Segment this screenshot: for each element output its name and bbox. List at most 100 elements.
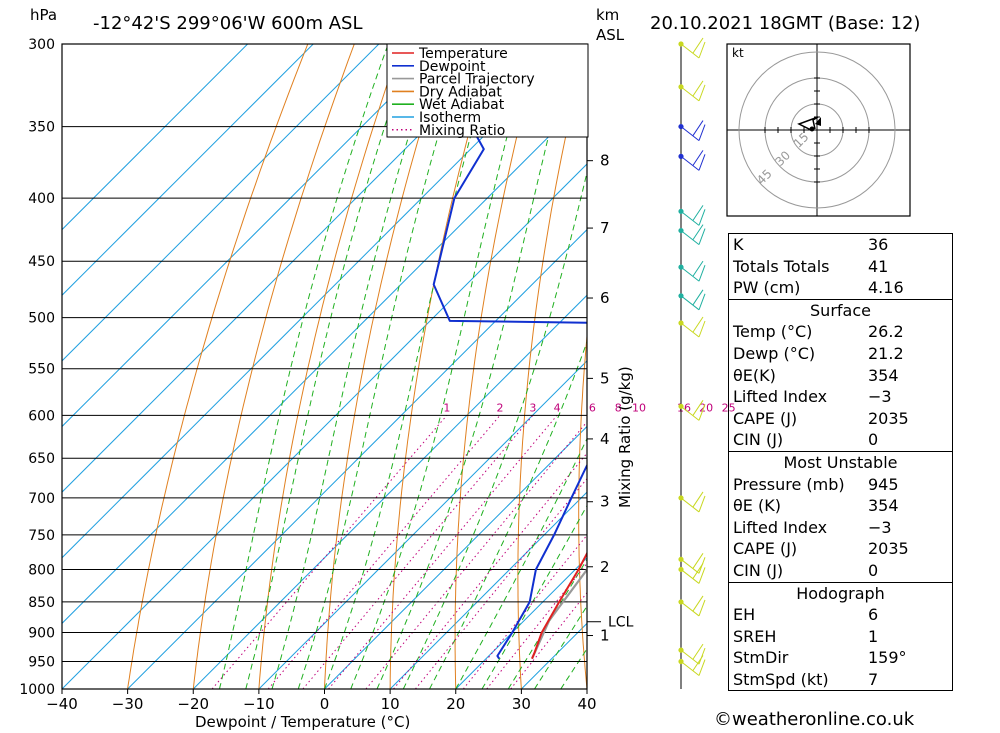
dry-adiabat-line <box>258 44 402 689</box>
wind-barb-flag <box>692 655 704 671</box>
isotherm-line <box>62 44 511 493</box>
isotherm-line <box>62 44 314 296</box>
wind-barb-flag <box>698 84 706 102</box>
index-value: 6 <box>868 605 879 625</box>
mixing-ratio-labels: 1 2 3 4 6 8 10 16 20 25 <box>443 401 735 414</box>
x-tick-label: 20 <box>446 695 465 713</box>
datetime-title: 20.10.2021 18GMT (Base: 12) <box>650 13 920 34</box>
index-label: EH <box>733 605 756 625</box>
index-row: Totals Totals 41 <box>729 256 952 278</box>
isotherm-line <box>389 491 587 689</box>
wind-barb-flag <box>692 80 704 97</box>
wind-barb-flag <box>698 154 706 171</box>
isotherm-line <box>127 228 587 689</box>
index-value: 1 <box>868 626 879 646</box>
mixing-ratio-label: 4 <box>554 401 561 414</box>
wind-barb-flag <box>692 491 704 508</box>
index-value: 2035 <box>868 539 909 559</box>
index-value: 0 <box>868 430 879 450</box>
wind-barb-flag <box>698 209 706 226</box>
wind-barb-flag <box>698 599 706 617</box>
hodograph-indices: Hodograph EH 6 SREH 1 StmDir 159° StmSpd (kt) 7 <box>729 581 952 691</box>
index-row: StmDir 159° <box>729 647 952 669</box>
mixing-ratio-line <box>302 414 534 689</box>
wind-barb-flag <box>698 264 706 282</box>
height-tick-label: 2 <box>600 558 610 576</box>
wind-barb-flag <box>698 228 706 245</box>
index-row: Lifted Index −3 <box>729 386 952 408</box>
wind-barb-shaft <box>680 210 700 226</box>
pressure-tick-label: 850 <box>28 595 55 611</box>
wet-adiabat-line <box>271 44 439 689</box>
wind-barb-flag <box>698 293 706 310</box>
x-axis-title: Dewpoint / Temperature (°C) <box>195 713 410 731</box>
index-value: 159° <box>868 648 907 668</box>
index-label: StmSpd (kt) <box>733 669 829 689</box>
index-row: PW (cm) 4.16 <box>729 277 952 299</box>
wind-barb-flag <box>692 595 704 612</box>
wet-adiabat-line <box>245 44 413 689</box>
wet-adiabat-line <box>402 170 587 689</box>
index-value: 36 <box>868 235 889 254</box>
height-tick-label: 3 <box>600 493 610 511</box>
legend-label: Dry Adiabat <box>419 84 502 100</box>
index-value: 2035 <box>868 408 909 428</box>
x-tick-label: −30 <box>112 695 144 713</box>
wind-barb-flag <box>692 563 704 579</box>
legend-label: Parcel Trajectory <box>419 72 535 88</box>
isotherm-line <box>62 44 445 428</box>
wind-barb-shaft <box>680 126 700 141</box>
wind-barb-shaft <box>680 661 700 676</box>
mixing-ratio-label: 2 <box>497 401 504 414</box>
mixing-ratio-line <box>365 421 587 689</box>
wind-barb-shaft <box>680 405 700 421</box>
index-row: SREH 1 <box>729 626 952 648</box>
index-value: 4.16 <box>868 278 904 298</box>
index-row: StmSpd (kt) 7 <box>729 669 952 691</box>
wet-adiabat-line <box>350 44 533 689</box>
index-value: −3 <box>868 517 892 537</box>
pressure-tick-label: 800 <box>28 562 55 578</box>
pressure-tick-label: 650 <box>28 451 55 467</box>
wind-barb-flag <box>692 224 704 240</box>
index-row: Temp (°C) 26.2 <box>729 321 952 343</box>
wind-barb-flag <box>698 659 706 676</box>
mixing-ratio-label: 3 <box>529 401 536 414</box>
index-label: StmDir <box>733 648 789 668</box>
index-label: Temp (°C) <box>733 322 813 342</box>
dry-adiabat-line <box>957 44 1000 689</box>
wind-barb-flag <box>698 41 706 59</box>
index-label: Lifted Index <box>733 387 828 407</box>
wet-adiabat-line <box>376 44 573 689</box>
index-value: −3 <box>868 387 892 407</box>
index-value: 41 <box>868 256 889 276</box>
index-label: Dewp (°C) <box>733 343 816 363</box>
mixing-ratio-line <box>415 477 587 689</box>
index-label: θE(K) <box>733 365 776 385</box>
pressure-tick-label: 600 <box>28 408 55 424</box>
hodograph-ring <box>738 51 896 209</box>
index-label: CIN (J) <box>733 560 784 580</box>
hodograph-origin-dot <box>809 126 815 132</box>
index-row: CAPE (J) 2035 <box>729 538 952 560</box>
wind-barb-shaft <box>680 558 700 574</box>
height-tick-label: 4 <box>600 430 610 448</box>
index-value: 354 <box>868 496 899 516</box>
index-label: Totals Totals <box>733 256 830 276</box>
wind-barb-flag <box>692 289 704 306</box>
index-row: θE (K) 354 <box>729 495 952 517</box>
mixing-ratio-line <box>328 414 558 689</box>
isotherm-line <box>324 425 587 689</box>
isotherm-line <box>62 44 380 362</box>
index-value: 26.2 <box>868 322 904 342</box>
wind-barb-shaft <box>680 230 700 245</box>
wind-barb-shaft <box>680 86 700 102</box>
index-row: CAPE (J) 2035 <box>729 408 952 430</box>
height-unit-label: km <box>596 6 619 24</box>
index-row: Lifted Index −3 <box>729 517 952 539</box>
mixing-ratio-label: 6 <box>589 401 596 414</box>
dewpoint-line <box>432 44 587 660</box>
